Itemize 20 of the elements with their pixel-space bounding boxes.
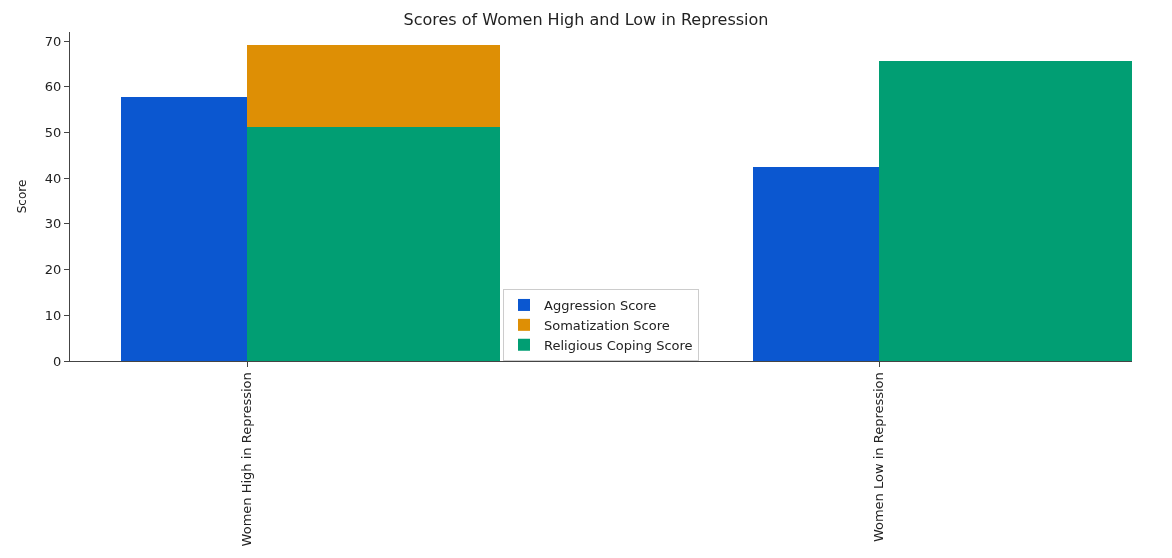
y-tick-label: 70 — [44, 33, 62, 49]
y-tick-label: 0 — [53, 353, 62, 369]
x-tick-label: Women High in Repression — [239, 372, 255, 547]
x-tick-label: Women Low in Repression — [871, 372, 887, 543]
y-tick-label: 30 — [44, 216, 62, 232]
y-axis-title: Score — [15, 179, 30, 214]
y-tick-label: 20 — [44, 262, 62, 278]
legend-label: Somatization Score — [544, 317, 670, 333]
y-tick-label: 10 — [44, 307, 62, 323]
legend-label: Religious Coping Score — [544, 337, 693, 353]
legend-label: Aggression Score — [544, 298, 657, 314]
y-tick-label: 50 — [44, 125, 62, 141]
bar — [121, 97, 247, 361]
bar — [753, 167, 879, 361]
bar — [247, 45, 500, 127]
chart-title: Scores of Women High and Low in Repression — [403, 10, 769, 30]
bar — [247, 127, 500, 361]
y-tick-label: 40 — [44, 170, 62, 186]
y-tick-label: 60 — [44, 79, 62, 95]
bar — [879, 61, 1132, 361]
